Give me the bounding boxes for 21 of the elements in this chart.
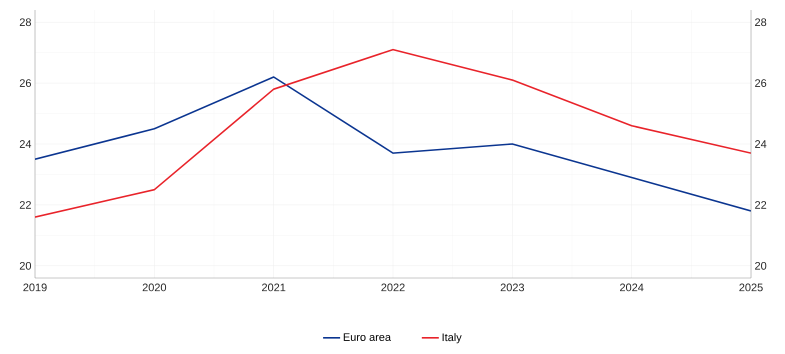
y-tick-label: 22 (20, 201, 31, 209)
y2-tick-label: 22 (755, 201, 766, 209)
x-tick-label: 2025 (739, 284, 763, 292)
legend-label: Italy (442, 333, 462, 344)
y2-tick-label: 20 (755, 262, 766, 270)
y-tick-label: 26 (20, 79, 31, 87)
line-series (35, 48, 752, 218)
x-tick-label: 2023 (500, 284, 524, 292)
x-tick-label: 2021 (262, 284, 286, 292)
y2-tick-label: 24 (755, 140, 766, 148)
y2-tick-label: 28 (755, 18, 766, 26)
y2-tick-label: 26 (755, 79, 766, 87)
x-tick-label: 2024 (620, 284, 644, 292)
y-tick-label: 28 (20, 18, 31, 26)
legend-label: Euro area (344, 333, 392, 341)
x-tick-label: 2020 (142, 284, 166, 292)
y-tick-label: 24 (20, 140, 32, 148)
line-series (35, 76, 752, 212)
y-tick-label: 20 (20, 262, 32, 270)
x-tick-label: 2019 (23, 284, 47, 292)
x-tick-label: 2022 (381, 284, 405, 292)
